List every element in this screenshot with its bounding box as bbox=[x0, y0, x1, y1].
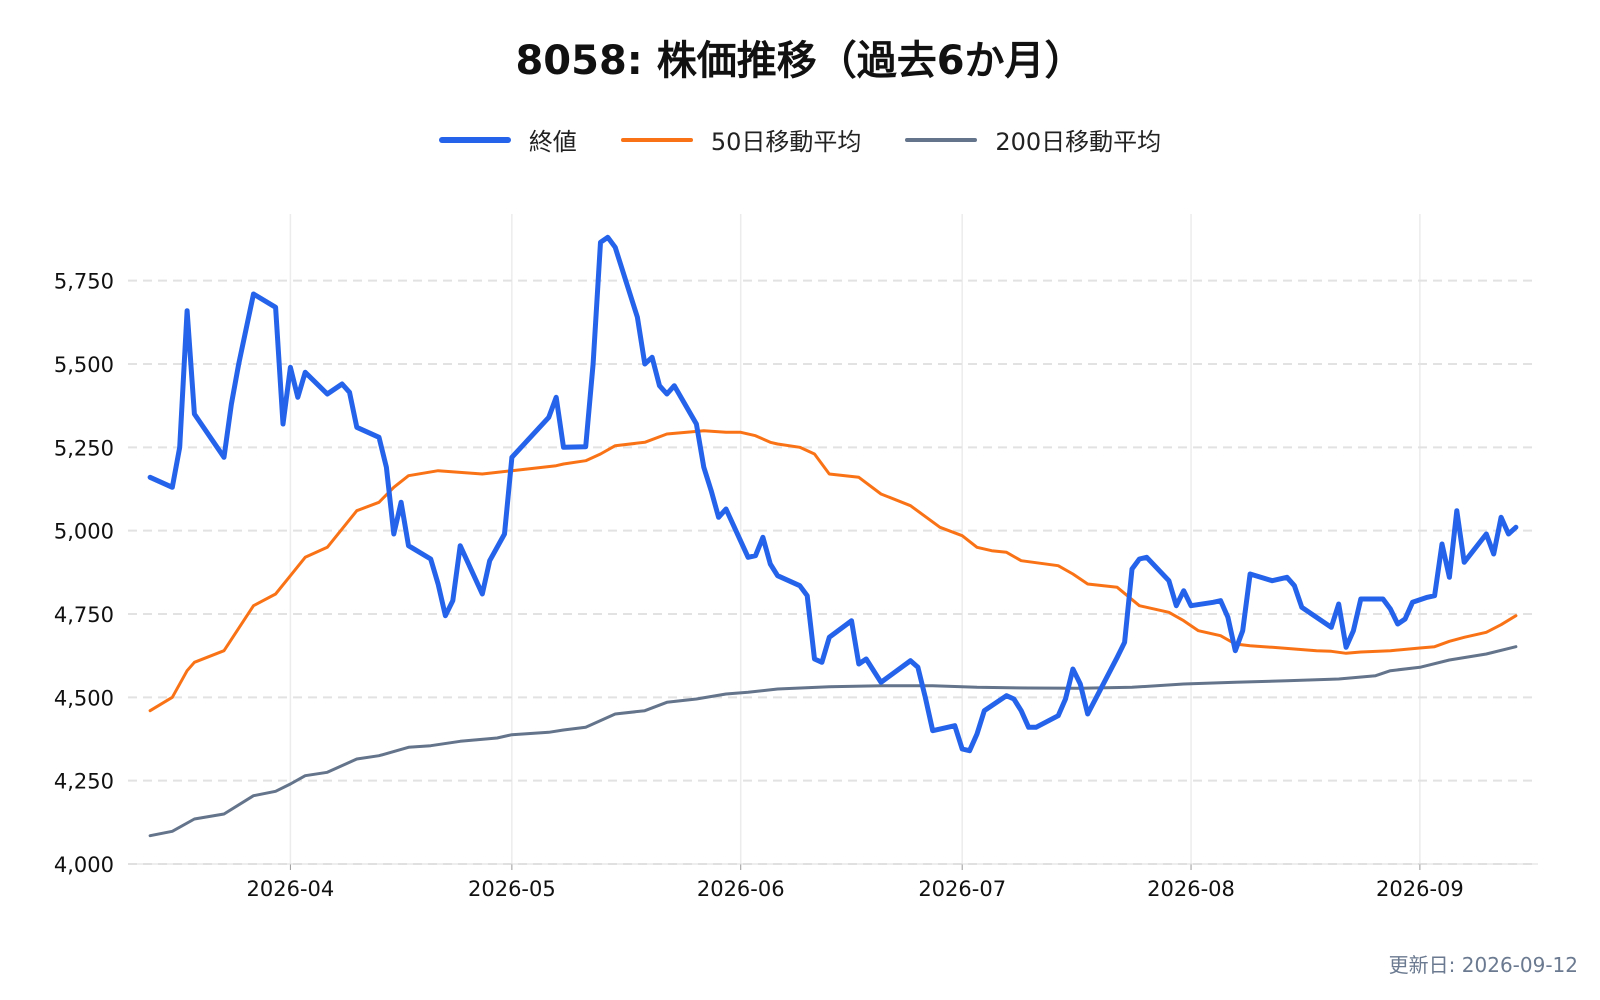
legend: 終値 50日移動平均 200日移動平均 bbox=[0, 122, 1600, 157]
y-tick-label: 4,000 bbox=[54, 853, 114, 877]
x-tick-label: 2026-04 bbox=[247, 877, 335, 901]
legend-swatch-ma200 bbox=[905, 137, 978, 142]
y-tick-label: 4,500 bbox=[54, 686, 114, 710]
series-line-close bbox=[147, 234, 1519, 754]
chart-title: 8058: 株価推移（過去6か月） bbox=[515, 38, 1085, 84]
x-tick-label: 2026-08 bbox=[1147, 877, 1235, 901]
axes: 2026-04 2026-05 2026-06 2026-07 2026-08 2026-… bbox=[54, 270, 1538, 901]
x-tick-label: 2026-09 bbox=[1376, 877, 1464, 901]
series-line-ma200 bbox=[148, 645, 1518, 838]
legend-label-ma200: 200日移動平均 bbox=[995, 128, 1162, 156]
legend-item-ma50[interactable]: 50日移動平均 bbox=[620, 122, 862, 157]
series-line-ma50 bbox=[148, 429, 1518, 713]
legend-swatch-ma50 bbox=[620, 137, 693, 142]
legend-swatch-close bbox=[438, 136, 511, 143]
legend-label-close: 終値 bbox=[528, 128, 577, 156]
grid bbox=[128, 214, 1538, 865]
y-tick-label: 5,250 bbox=[54, 436, 114, 460]
y-tick-label: 4,750 bbox=[54, 603, 114, 627]
y-tick-label: 5,500 bbox=[54, 353, 114, 377]
series-lines bbox=[147, 234, 1519, 838]
updated-date: 更新日: 2026-09-12 bbox=[1388, 953, 1578, 977]
legend-item-close[interactable]: 終値 bbox=[438, 122, 577, 157]
x-tick-label: 2026-07 bbox=[918, 877, 1006, 901]
legend-label-ma50: 50日移動平均 bbox=[710, 128, 862, 156]
x-tick-label: 2026-05 bbox=[468, 877, 556, 901]
y-tick-label: 5,750 bbox=[54, 270, 114, 294]
legend-item-ma200[interactable]: 200日移動平均 bbox=[905, 122, 1161, 157]
y-tick-label: 4,250 bbox=[54, 770, 114, 794]
y-tick-label: 5,000 bbox=[54, 520, 114, 544]
x-tick-label: 2026-06 bbox=[697, 877, 785, 901]
